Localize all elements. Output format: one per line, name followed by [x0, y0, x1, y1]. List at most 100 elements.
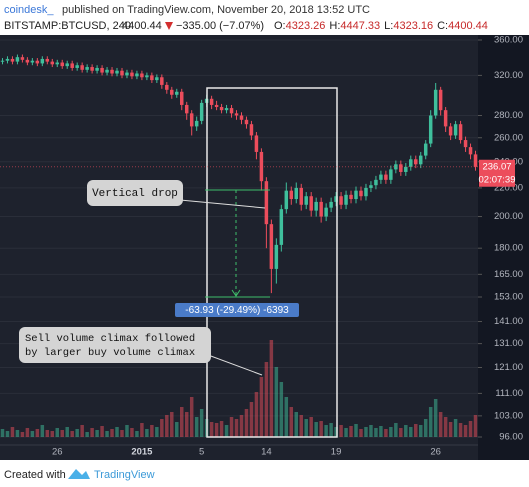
candle-body — [473, 154, 478, 167]
volume-bar — [170, 412, 174, 437]
volume-bar — [229, 417, 234, 437]
last: 4400.44 — [122, 20, 162, 32]
candle-body — [80, 65, 84, 70]
volume-callout — [19, 327, 211, 363]
ohlc-label: C: — [437, 20, 448, 32]
volume-bar — [438, 412, 443, 437]
x-tick-label: 26 — [52, 447, 63, 458]
candle-body — [130, 72, 134, 77]
volume-bar — [15, 430, 20, 437]
candle-body — [379, 174, 383, 180]
volume-bar — [239, 415, 244, 437]
footer-brand[interactable]: TradingView — [94, 469, 155, 481]
volume-bar — [399, 428, 403, 437]
candle-body — [229, 108, 234, 114]
candle-body — [418, 155, 423, 165]
volume-text: by larger buy volume climax — [25, 347, 195, 359]
candle-body — [414, 159, 418, 165]
candle-body — [284, 190, 289, 210]
volume-bar — [359, 429, 363, 437]
volume-bar — [369, 425, 373, 437]
candle-body — [145, 75, 149, 78]
volume-bar — [448, 422, 453, 437]
x-tick-label: 5 — [199, 447, 204, 458]
candle-body — [254, 135, 259, 152]
volume-bar — [349, 426, 353, 437]
change: −335.00 (−7.07%) — [176, 20, 264, 32]
author[interactable]: coindesk_ — [4, 4, 54, 16]
volume-bar — [85, 432, 89, 437]
volume-bar — [65, 427, 69, 437]
volume-bar — [249, 402, 254, 437]
candle-body — [369, 185, 373, 188]
measure-box — [175, 303, 299, 317]
y-tick-label: 320.00 — [494, 70, 523, 81]
volume-bar — [428, 407, 433, 437]
y-tick-label: 280.00 — [494, 110, 523, 121]
volume-bar — [40, 425, 45, 437]
candle-body — [95, 67, 99, 71]
candle-body — [209, 98, 214, 105]
volume-bar — [35, 429, 40, 437]
volume-bar — [25, 428, 30, 437]
volume-bar — [294, 412, 299, 437]
ohlc-label: L: — [384, 20, 393, 32]
candle-body — [199, 102, 204, 121]
volume-bar — [379, 426, 383, 437]
ohlc-value: 4447.33 — [340, 20, 380, 32]
candle-body — [135, 73, 139, 77]
candle-body — [219, 107, 224, 111]
volume-bar — [473, 415, 478, 437]
ohlc-label: O: — [274, 20, 286, 32]
volume-bar — [0, 429, 5, 437]
y-tick-label: 131.00 — [494, 338, 523, 349]
candle-body — [269, 224, 274, 269]
volume-bar — [443, 417, 448, 437]
x-tick-label: 2015 — [131, 447, 153, 458]
drop-pointer — [179, 199, 266, 209]
volume-bar — [115, 427, 119, 437]
candle-body — [279, 209, 284, 245]
candle-body — [339, 196, 343, 205]
volume-bar — [135, 431, 139, 437]
ohlc-value: 4323.26 — [286, 20, 326, 32]
volume-bar — [90, 428, 94, 437]
volume-bar — [274, 367, 279, 437]
volume-bar — [423, 419, 428, 437]
candle-body — [404, 166, 408, 172]
candle-body — [194, 120, 199, 127]
volume-bar — [95, 430, 99, 437]
volume-bar — [304, 419, 308, 437]
volume-bar — [219, 421, 224, 437]
volume-bar — [463, 425, 468, 437]
candle-body — [20, 57, 25, 60]
ohlc-label: H: — [329, 20, 340, 32]
symbol: BITSTAMP:BTCUSD, 240 — [4, 20, 131, 32]
candle-body — [438, 89, 443, 111]
volume-bar — [184, 412, 189, 437]
candle-body — [329, 201, 333, 208]
candle-body — [294, 187, 299, 200]
ohlc-value: 4323.16 — [393, 20, 433, 32]
candle-body — [90, 67, 94, 71]
candle-body — [239, 115, 244, 120]
candle-body — [453, 124, 458, 136]
volume-bar — [194, 417, 199, 437]
candle-body — [354, 190, 358, 200]
candle-body — [85, 67, 89, 70]
candle-body — [399, 164, 403, 172]
candle-body — [70, 63, 74, 68]
candle-body — [304, 196, 308, 205]
candle-body — [30, 60, 35, 63]
candle-body — [334, 196, 338, 202]
y-tick-label: 165.00 — [494, 269, 523, 280]
candle-body — [60, 62, 64, 67]
candle-body — [125, 72, 129, 76]
volume-bar — [80, 425, 84, 437]
volume-bar — [10, 427, 15, 437]
volume-bar — [404, 425, 408, 437]
candle-body — [389, 169, 393, 180]
measure-arrow — [231, 289, 241, 297]
candle-body — [5, 58, 10, 61]
volume-bar — [414, 424, 418, 437]
